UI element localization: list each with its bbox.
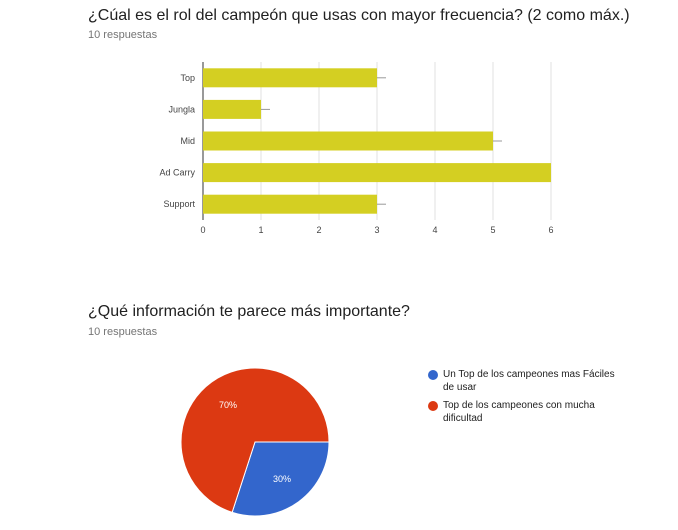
category-label: Mid [180, 136, 195, 146]
legend-item-hard: Top de los campeones con mucha dificulta… [428, 399, 628, 425]
bar [203, 68, 377, 88]
legend-swatch-red [428, 401, 438, 411]
question-1-response-count: 10 respuestas [88, 29, 158, 41]
x-tick-label: 1 [258, 225, 263, 235]
question-1-title: ¿Cúal es el rol del campeón que usas con… [88, 7, 630, 24]
pie-slice [231, 441, 330, 517]
category-label: Top [180, 73, 195, 83]
question-2-title: ¿Qué información te parece más important… [88, 303, 410, 320]
category-label: Jungla [168, 104, 195, 114]
category-label: Ad Carry [159, 168, 195, 178]
x-tick-label: 0 [200, 225, 205, 235]
question-2-response-count: 10 respuestas [88, 326, 158, 338]
pie-slice [180, 367, 330, 514]
category-label: Support [163, 199, 195, 209]
x-tick-label: 4 [432, 225, 437, 235]
x-tick-label: 2 [316, 225, 321, 235]
legend-label: Top de los campeones con mucha dificulta… [443, 400, 595, 424]
legend-item-easy: Un Top de los campeones mas Fáciles de u… [428, 368, 628, 394]
legend-swatch-blue [428, 370, 438, 380]
slice-label: 30% [273, 474, 291, 484]
pie-legend: Un Top de los campeones mas Fáciles de u… [428, 368, 628, 430]
bar [203, 131, 493, 151]
legend-label: Un Top de los campeones mas Fáciles de u… [443, 369, 615, 393]
x-tick-label: 6 [548, 225, 553, 235]
bar [203, 163, 551, 183]
bar [203, 99, 261, 119]
x-tick-label: 5 [490, 225, 495, 235]
bar [203, 194, 377, 214]
bar-chart: 0 1 2 3 4 5 6 Top Jungla Mid Ad Carry Support [159, 62, 554, 235]
x-tick-label: 3 [374, 225, 379, 235]
slice-label: 70% [219, 400, 237, 410]
